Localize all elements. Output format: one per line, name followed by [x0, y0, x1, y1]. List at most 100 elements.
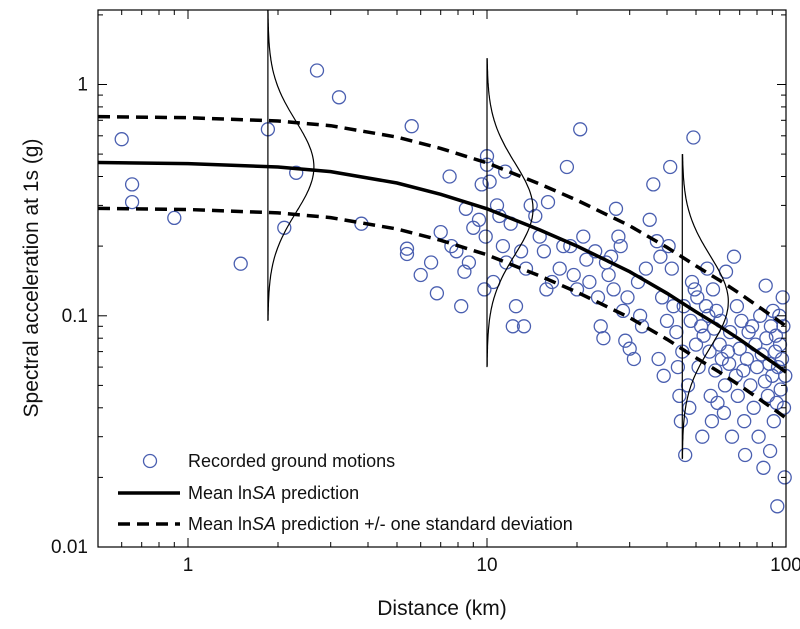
data-point	[778, 368, 793, 383]
data-point	[536, 244, 552, 259]
data-point	[762, 443, 778, 459]
y-tick-label: 0.1	[62, 306, 88, 327]
data-point	[528, 208, 543, 224]
data-point	[642, 212, 657, 227]
data-point	[573, 122, 588, 137]
data-point	[669, 324, 684, 340]
data-point	[672, 388, 687, 404]
data-point	[770, 499, 785, 514]
data-point	[331, 90, 347, 105]
data-point	[703, 388, 718, 404]
data-point	[651, 351, 666, 367]
scatter-points	[114, 63, 793, 514]
data-point	[678, 447, 693, 463]
data-point	[773, 382, 788, 397]
data-point	[686, 130, 701, 145]
data-point	[608, 201, 624, 216]
data-point	[638, 261, 654, 276]
data-point	[477, 282, 492, 297]
data-point	[690, 290, 705, 305]
data-point	[433, 224, 448, 240]
data-point	[695, 429, 710, 444]
data-point	[704, 414, 720, 429]
legend-label: Mean lnSA prediction	[188, 483, 359, 503]
data-point	[618, 333, 633, 348]
data-point	[461, 255, 477, 270]
data-point	[582, 274, 597, 290]
data-point	[124, 177, 140, 192]
data-point	[124, 194, 140, 210]
data-point	[566, 267, 581, 283]
data-point	[559, 159, 575, 175]
data-point	[505, 319, 520, 334]
x-tick-label: 10	[476, 555, 497, 576]
data-point	[705, 282, 721, 297]
data-point	[673, 414, 689, 429]
legend-marker-icon	[142, 453, 158, 469]
data-point	[666, 299, 681, 314]
x-tick-label: 100	[770, 555, 800, 576]
y-axis-label: Spectral acceleration at 1s (g)	[20, 139, 43, 418]
data-point	[457, 264, 472, 279]
data-point	[751, 429, 766, 444]
distribution-curve	[486, 58, 534, 367]
data-point	[758, 278, 773, 293]
data-point	[757, 374, 773, 389]
data-point	[756, 460, 771, 475]
data-point	[114, 132, 129, 147]
data-point	[760, 388, 776, 404]
data-point	[663, 159, 678, 175]
legend-label: Mean lnSA prediction +/- one standard de…	[188, 514, 573, 534]
data-point	[777, 470, 792, 485]
data-point	[766, 414, 781, 429]
data-point	[774, 351, 790, 367]
data-point	[775, 290, 790, 305]
data-point	[399, 241, 415, 256]
data-point	[737, 414, 752, 429]
data-point	[680, 378, 696, 393]
data-point	[540, 194, 556, 210]
data-point	[776, 319, 791, 334]
data-point	[626, 351, 642, 367]
data-point	[712, 337, 727, 352]
data-point	[722, 324, 738, 340]
data-point	[749, 359, 765, 375]
upper-sigma-curve	[97, 114, 788, 328]
distribution-curve	[681, 154, 729, 459]
data-point	[670, 359, 686, 375]
median-curve	[97, 160, 788, 374]
data-point	[687, 282, 702, 297]
data-point	[664, 261, 679, 276]
distribution-curve	[267, 10, 315, 320]
data-point	[721, 356, 737, 371]
y-tick-label: 1	[77, 75, 88, 96]
data-point	[309, 63, 325, 78]
data-point	[552, 261, 567, 276]
data-point	[233, 256, 248, 271]
data-point	[730, 388, 745, 404]
data-point	[495, 238, 511, 254]
data-point	[413, 267, 428, 283]
data-point	[709, 303, 724, 319]
data-point	[442, 169, 457, 184]
data-point	[717, 378, 733, 393]
data-point	[708, 363, 723, 378]
data-point	[737, 447, 753, 463]
data-point	[768, 328, 784, 343]
data-point	[606, 282, 621, 297]
data-point	[744, 319, 760, 334]
data-point	[688, 337, 704, 352]
data-point	[404, 119, 419, 134]
data-point	[684, 274, 700, 290]
data-point	[716, 405, 732, 421]
data-point	[646, 177, 661, 192]
data-point	[653, 249, 668, 264]
data-point	[593, 319, 608, 334]
data-point	[474, 177, 489, 192]
data-point	[601, 267, 616, 283]
data-point	[482, 174, 497, 189]
axis-ticks: 1 10 100 0.01 0.1 1	[51, 10, 800, 576]
data-point	[596, 331, 611, 346]
data-point	[634, 319, 650, 334]
